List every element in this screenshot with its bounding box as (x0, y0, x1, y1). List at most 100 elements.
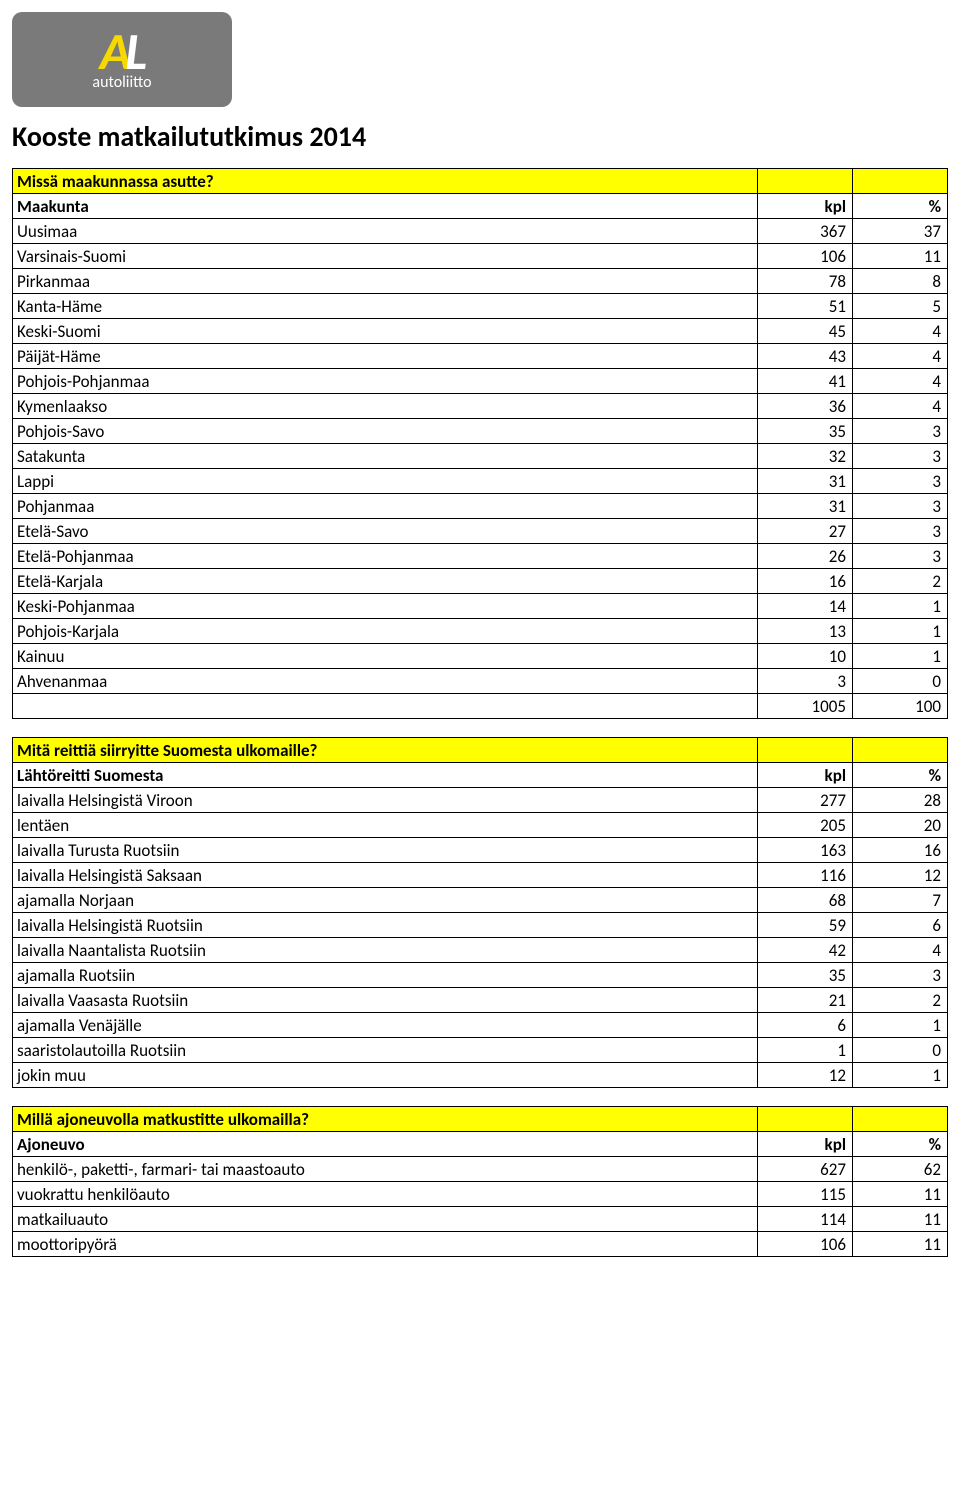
table-row: Pohjois-Karjala131 (13, 619, 948, 644)
row-value: 2 (853, 569, 948, 594)
row-label: Pirkanmaa (13, 269, 758, 294)
row-value: 1005 (758, 694, 853, 719)
row-value: 1 (853, 594, 948, 619)
row-value: 43 (758, 344, 853, 369)
row-value: 62 (853, 1157, 948, 1182)
data-table: Missä maakunnassa asutte?Maakuntakpl%Uus… (12, 168, 948, 719)
table-question: Millä ajoneuvolla matkustitte ulkomailla… (13, 1107, 758, 1132)
row-label: ajamalla Venäjälle (13, 1013, 758, 1038)
row-label: Satakunta (13, 444, 758, 469)
table-row: vuokrattu henkilöauto11511 (13, 1182, 948, 1207)
row-label: laivalla Vaasasta Ruotsiin (13, 988, 758, 1013)
row-label: Etelä-Karjala (13, 569, 758, 594)
row-value: 1 (853, 644, 948, 669)
row-label (13, 694, 758, 719)
row-value: 3 (853, 419, 948, 444)
logo-mark: A L (100, 27, 145, 75)
row-label: lentäen (13, 813, 758, 838)
table-row: Pohjois-Savo353 (13, 419, 948, 444)
table-row: laivalla Vaasasta Ruotsiin212 (13, 988, 948, 1013)
row-label: Pohjois-Karjala (13, 619, 758, 644)
row-label: Etelä-Pohjanmaa (13, 544, 758, 569)
row-label: Kainuu (13, 644, 758, 669)
table-row: ajamalla Ruotsiin353 (13, 963, 948, 988)
row-value: 14 (758, 594, 853, 619)
table-row: laivalla Naantalista Ruotsiin424 (13, 938, 948, 963)
row-value: 21 (758, 988, 853, 1013)
table-row: ajamalla Venäjälle61 (13, 1013, 948, 1038)
table-row: Etelä-Karjala162 (13, 569, 948, 594)
row-value: 36 (758, 394, 853, 419)
row-label: Päijät-Häme (13, 344, 758, 369)
column-header: Maakunta (13, 194, 758, 219)
table-row: laivalla Helsingistä Saksaan11612 (13, 863, 948, 888)
column-header: kpl (758, 194, 853, 219)
table-row: Lappi313 (13, 469, 948, 494)
row-value: 4 (853, 394, 948, 419)
column-header: kpl (758, 1132, 853, 1157)
row-value: 1 (853, 1063, 948, 1088)
column-header: % (853, 763, 948, 788)
row-value: 115 (758, 1182, 853, 1207)
row-value: 11 (853, 244, 948, 269)
row-value: 13 (758, 619, 853, 644)
row-value: 3 (853, 519, 948, 544)
table-row: Uusimaa36737 (13, 219, 948, 244)
table-row: Pohjois-Pohjanmaa414 (13, 369, 948, 394)
row-value: 100 (853, 694, 948, 719)
row-label: laivalla Helsingistä Saksaan (13, 863, 758, 888)
row-value: 26 (758, 544, 853, 569)
row-value: 31 (758, 494, 853, 519)
row-label: vuokrattu henkilöauto (13, 1182, 758, 1207)
row-value: 11 (853, 1207, 948, 1232)
row-label: Pohjois-Savo (13, 419, 758, 444)
row-value: 4 (853, 344, 948, 369)
row-value: 68 (758, 888, 853, 913)
row-value: 2 (853, 988, 948, 1013)
row-label: Varsinais-Suomi (13, 244, 758, 269)
row-label: Uusimaa (13, 219, 758, 244)
row-label: laivalla Helsingistä Viroon (13, 788, 758, 813)
row-value: 7 (853, 888, 948, 913)
row-label: Lappi (13, 469, 758, 494)
row-value: 41 (758, 369, 853, 394)
row-value: 45 (758, 319, 853, 344)
row-label: laivalla Turusta Ruotsiin (13, 838, 758, 863)
row-value: 12 (758, 1063, 853, 1088)
row-value: 28 (853, 788, 948, 813)
row-value: 16 (853, 838, 948, 863)
table-row: Pirkanmaa788 (13, 269, 948, 294)
row-value: 31 (758, 469, 853, 494)
row-value: 4 (853, 369, 948, 394)
row-value: 10 (758, 644, 853, 669)
column-header: kpl (758, 763, 853, 788)
table-row: 1005100 (13, 694, 948, 719)
row-label: laivalla Helsingistä Ruotsiin (13, 913, 758, 938)
table-row: saaristolautoilla Ruotsiin10 (13, 1038, 948, 1063)
table-row: Varsinais-Suomi10611 (13, 244, 948, 269)
row-label: Keski-Suomi (13, 319, 758, 344)
row-label: Keski-Pohjanmaa (13, 594, 758, 619)
table-row: Ahvenanmaa30 (13, 669, 948, 694)
table-row: Satakunta323 (13, 444, 948, 469)
row-label: henkilö-, paketti-, farmari- tai maastoa… (13, 1157, 758, 1182)
table-row: matkailuauto11411 (13, 1207, 948, 1232)
row-label: Etelä-Savo (13, 519, 758, 544)
row-value: 51 (758, 294, 853, 319)
table-row: henkilö-, paketti-, farmari- tai maastoa… (13, 1157, 948, 1182)
row-label: Pohjois-Pohjanmaa (13, 369, 758, 394)
table-row: Kainuu101 (13, 644, 948, 669)
row-value: 32 (758, 444, 853, 469)
row-value: 59 (758, 913, 853, 938)
row-value: 3 (853, 444, 948, 469)
table-row: Etelä-Savo273 (13, 519, 948, 544)
row-label: Kymenlaakso (13, 394, 758, 419)
row-value: 1 (853, 619, 948, 644)
row-value: 1 (853, 1013, 948, 1038)
table-question: Missä maakunnassa asutte? (13, 169, 758, 194)
column-header: % (853, 194, 948, 219)
row-value: 163 (758, 838, 853, 863)
column-header: Lähtöreitti Suomesta (13, 763, 758, 788)
row-label: Kanta-Häme (13, 294, 758, 319)
row-label: laivalla Naantalista Ruotsiin (13, 938, 758, 963)
